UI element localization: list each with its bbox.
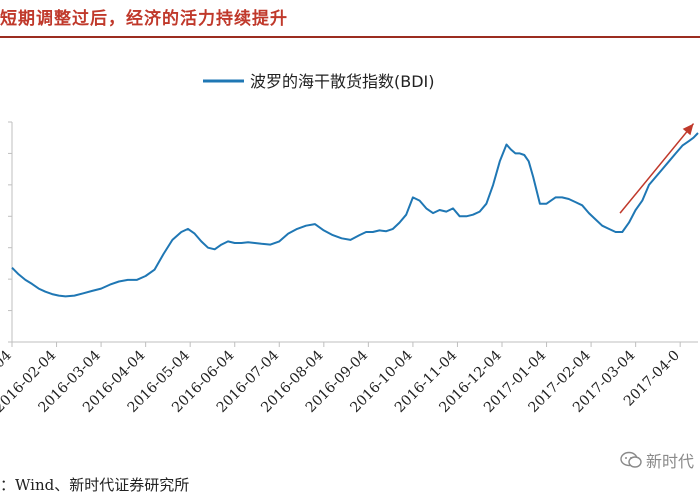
trend-arrow-head bbox=[682, 123, 694, 136]
bdi-series-line bbox=[11, 132, 699, 298]
wechat-icon bbox=[620, 451, 642, 468]
source-note: ：Wind、新时代证券研究所 bbox=[0, 476, 190, 494]
legend-label: 波罗的海干散货指数(BDI) bbox=[250, 72, 435, 91]
series-layer bbox=[11, 132, 699, 298]
y-axis bbox=[8, 121, 13, 343]
chart-legend: 波罗的海干散货指数(BDI) bbox=[203, 72, 435, 91]
x-axis: 16-01-042016-02-042016-03-042016-04-0420… bbox=[0, 341, 698, 416]
page-title: 短期调整过后，经济的活力持续提升 bbox=[0, 9, 288, 29]
title-divider bbox=[0, 36, 700, 38]
watermark: 新时代 bbox=[620, 448, 694, 472]
bdi-line-chart: 波罗的海干散货指数(BDI) 16-01-042016-02-042016-03… bbox=[0, 72, 699, 416]
trend-arrow-line bbox=[619, 123, 695, 214]
annotation-layer bbox=[619, 123, 695, 214]
watermark-text: 新时代 bbox=[645, 452, 694, 471]
